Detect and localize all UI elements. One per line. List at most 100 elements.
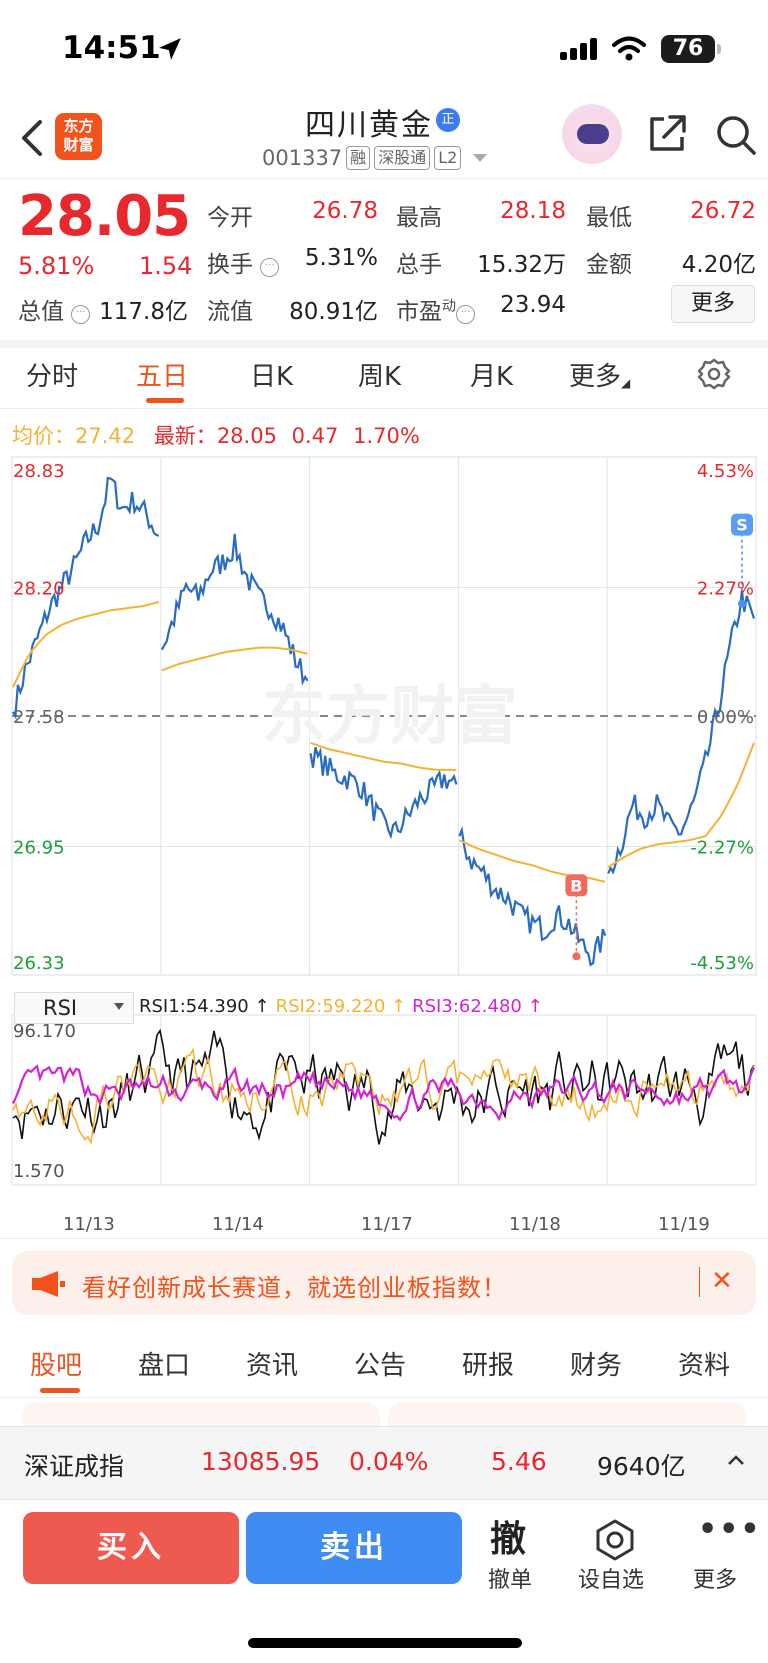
share-icon[interactable] [646, 113, 688, 155]
buy-marker-label: B [570, 876, 582, 895]
more-actions-button[interactable]: 更多 [693, 1568, 738, 1593]
y-tick-label-left: 26.95 [13, 838, 65, 859]
banner-text[interactable]: 看好创新成长赛道，就选创业板指数！ [82, 1274, 507, 1302]
chart-legend: 均价：27.42 最新：28.05 0.47 1.70% [12, 420, 420, 450]
latest-label: 最新： [153, 424, 217, 448]
change-percent: 5.81% [18, 252, 95, 280]
tab-forum[interactable]: 股吧 [30, 1351, 83, 1381]
change-value: 1.54 [139, 252, 193, 280]
five-day-chart[interactable]: 东方财富 B S 28.83 4.53% 28.20 2.27% 27.58 0.00% 26.9… [0, 455, 768, 1235]
latest-pct: 1.70% [353, 424, 420, 448]
megaphone-icon [32, 1271, 65, 1297]
tab-more-periods[interactable]: 更多◢ [569, 362, 631, 392]
date-label: 11/13 [63, 1214, 115, 1235]
app-logo: 东方 财富 [55, 113, 102, 160]
tab-monthly-k[interactable]: 月K [470, 362, 514, 392]
tab-weekly-k[interactable]: 周K [358, 362, 402, 392]
forum-card-peek [388, 1402, 746, 1428]
rsi-min-label: 1.570 [13, 1161, 65, 1182]
y-tick-label-left: 28.83 [13, 461, 65, 482]
tab-five-day[interactable]: 五日 [136, 362, 189, 392]
sell-marker-label: S [736, 516, 748, 535]
date-label: 11/18 [509, 1214, 561, 1235]
cancel-order-icon[interactable]: 撤 [490, 1519, 527, 1560]
tab-daily-k[interactable]: 日K [250, 362, 294, 392]
info-icon[interactable]: ··· [260, 258, 280, 277]
tab-news[interactable]: 资讯 [246, 1351, 299, 1381]
location-arrow-icon [159, 38, 181, 60]
index-change: 5.46 [491, 1447, 547, 1476]
cellular-signal-icon [560, 38, 597, 60]
info-icon[interactable]: ··· [71, 305, 91, 324]
back-arrow-icon[interactable] [18, 118, 48, 158]
home-indicator [248, 1638, 522, 1648]
index-name: 深证成指 [24, 1452, 125, 1481]
close-icon[interactable]: ✕ [711, 1266, 733, 1296]
battery-level: 76 [661, 35, 715, 63]
index-value: 13085.95 [201, 1447, 321, 1476]
tab-announcements[interactable]: 公告 [354, 1351, 407, 1381]
y-tick-label-right: -4.53% [690, 953, 754, 974]
index-amount: 9640亿 [597, 1452, 686, 1481]
price-line-segment [309, 746, 458, 840]
stock-code: 001337 [262, 146, 343, 170]
y-tick-label-left: 26.33 [13, 953, 65, 974]
high-label: 最高 [396, 205, 442, 231]
rsi-line-2 [12, 1047, 755, 1146]
pe-label: 市盈动 ··· [396, 292, 475, 326]
active-tab-indicator [146, 398, 184, 403]
low-value: 26.72 [690, 198, 756, 224]
tab-research[interactable]: 研报 [462, 1351, 515, 1381]
amount-value: 4.20亿 [681, 252, 756, 278]
pe-value: 23.94 [500, 292, 566, 318]
promo-banner[interactable] [12, 1251, 756, 1315]
current-price: 28.05 [18, 184, 191, 249]
trade-marker-badge [565, 874, 588, 897]
tab-intraday[interactable]: 分时 [26, 362, 79, 392]
stock-code-row[interactable]: 001337 融 深股通 L2 [262, 146, 488, 170]
chevron-up-icon[interactable] [727, 1454, 745, 1466]
price-line-segment [458, 825, 607, 967]
rsi3-value: RSI3:62.480 ↑ [412, 996, 543, 1017]
total-mktcap-value: 117.8亿 [99, 299, 188, 325]
battery-tip [717, 44, 721, 54]
open-value: 26.78 [312, 198, 378, 224]
tab-order-book[interactable]: 盘口 [138, 1351, 191, 1381]
more-dots-icon[interactable]: ••• [698, 1512, 762, 1547]
tag-connect: 深股通 [374, 146, 431, 170]
tabs-divider [0, 408, 768, 409]
trade-marker-dot [738, 599, 746, 608]
avg-price-line-segment [310, 741, 457, 771]
add-watchlist-button[interactable]: 设自选 [578, 1568, 645, 1593]
info-icon[interactable]: ··· [456, 305, 475, 324]
chart-bottom-divider [0, 1238, 768, 1239]
gear-icon[interactable] [697, 357, 731, 391]
tag-level2: L2 [434, 146, 462, 170]
tag-margin: 融 [346, 146, 371, 170]
avg-price-value: 27.42 [75, 424, 136, 448]
tab-profile[interactable]: 资料 [678, 1351, 731, 1381]
y-tick-label-left: 28.20 [13, 579, 65, 600]
add-watchlist-icon[interactable] [593, 1518, 637, 1562]
cancel-order-button[interactable]: 撤单 [488, 1568, 533, 1593]
trade-marker-badge [731, 513, 753, 536]
search-icon[interactable] [714, 113, 758, 157]
turnover-value: 5.31% [304, 245, 378, 271]
stock-name: 四川黄金 [305, 108, 433, 143]
avg-price-line-segment [607, 742, 755, 869]
price-line-segment [12, 476, 160, 720]
sell-button[interactable]: 卖出 [246, 1512, 462, 1584]
index-ticker-bar[interactable] [0, 1426, 768, 1500]
latest-value: 28.05 [216, 424, 277, 448]
buy-button[interactable]: 买入 [23, 1512, 239, 1584]
rsi-values: RSI1:54.390 ↑ RSI2:59.220 ↑ RSI3:62.480 … [139, 996, 543, 1017]
avg-price-line-segment [12, 601, 160, 688]
active-bottom-tab-indicator [40, 1388, 80, 1393]
price-line-segment [607, 590, 756, 875]
open-label: 今开 [207, 205, 253, 231]
more-quote-button[interactable]: 更多 [671, 285, 755, 323]
header-divider [0, 178, 768, 179]
float-mktcap-label: 流值 [207, 299, 253, 325]
robot-face-icon [577, 124, 609, 144]
tab-financials[interactable]: 财务 [570, 1351, 623, 1381]
